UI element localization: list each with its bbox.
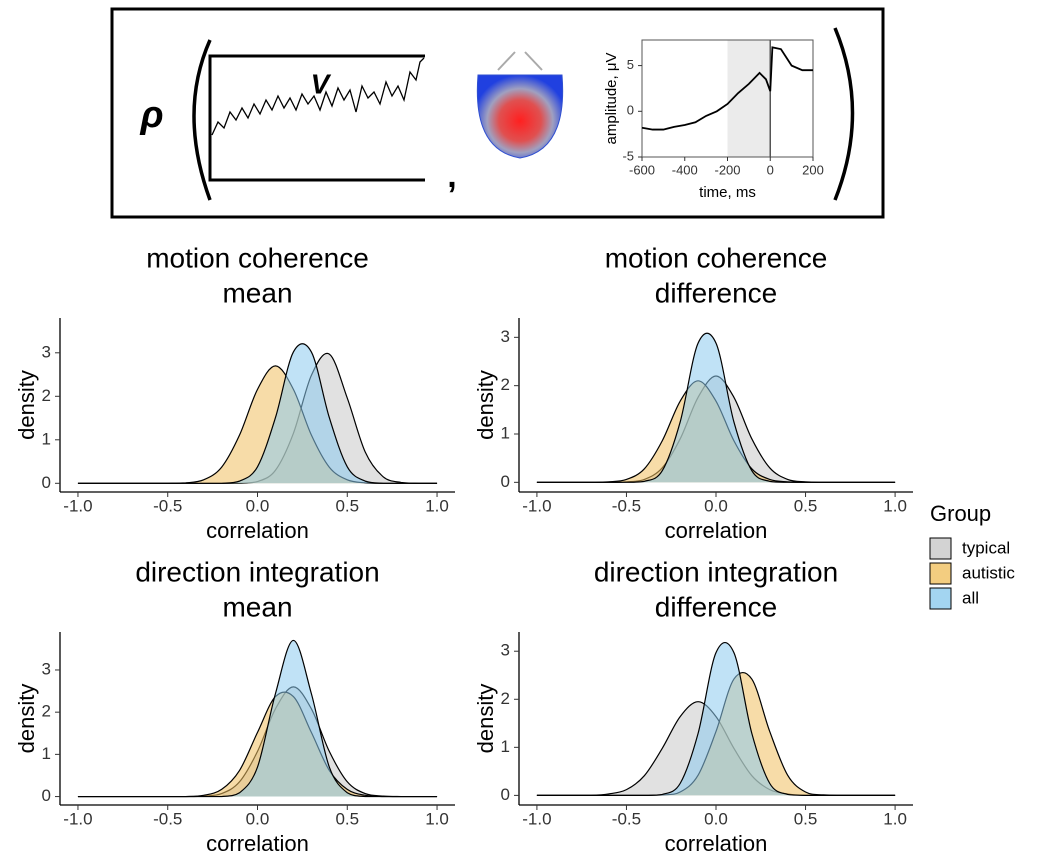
left-paren — [192, 39, 212, 201]
y-tick-label: 1 — [501, 423, 510, 442]
density-line — [77, 343, 438, 484]
signal-label: V — [311, 68, 332, 99]
x-tick-label: 0.5 — [335, 496, 359, 515]
x-tick-label: -0.5 — [612, 496, 641, 515]
x-tick-label: 0.0 — [246, 809, 270, 828]
x-tick-label: 0.5 — [794, 809, 818, 828]
y-tick-label: 5 — [627, 57, 634, 72]
legend-label: all — [962, 588, 979, 607]
chart-title: motion coherence — [146, 242, 369, 273]
density-area — [77, 640, 438, 797]
scalp-map — [476, 74, 564, 159]
y-tick-label: 1 — [42, 429, 51, 448]
rho-symbol: ρ — [139, 94, 163, 136]
y-axis-label: density — [14, 684, 39, 754]
x-tick-label: -1.0 — [522, 496, 551, 515]
x-tick-label: -1.0 — [522, 809, 551, 828]
head-marker — [497, 51, 516, 71]
density-area — [536, 333, 896, 483]
y-tick-label: 2 — [42, 702, 51, 721]
y-tick-label: 3 — [42, 342, 51, 361]
head-marker — [524, 51, 543, 71]
diagram-frame — [110, 7, 885, 219]
legend-swatch — [929, 562, 952, 585]
legend-label: typical — [962, 538, 1010, 557]
x-tick-label: 0.0 — [704, 809, 728, 828]
chart-title: direction integration — [594, 556, 838, 587]
density-area — [77, 353, 438, 484]
x-tick-label: 0.5 — [794, 496, 818, 515]
legend-swatch — [929, 587, 952, 610]
y-tick-label: 0 — [501, 785, 510, 804]
y-tick-label: 1 — [42, 744, 51, 763]
legend-title: Group — [930, 501, 991, 526]
y-tick-label: 0 — [627, 103, 634, 118]
y-tick-label: -5 — [622, 148, 634, 163]
separator: , — [447, 157, 456, 195]
y-tick-label: 2 — [501, 375, 510, 394]
x-tick-label: -0.5 — [612, 809, 641, 828]
x-tick-label: 200 — [802, 162, 824, 177]
density-line — [536, 332, 896, 483]
x-tick-label: 0 — [767, 162, 774, 177]
x-tick-label: -600 — [629, 162, 655, 177]
chart-title: mean — [222, 591, 292, 622]
y-tick-label: 0 — [42, 473, 51, 492]
chart-title: direction integration — [135, 556, 379, 587]
x-tick-label: 1.0 — [883, 496, 907, 515]
density-area — [77, 365, 438, 484]
x-axis-label: correlation — [665, 518, 768, 543]
y-tick-label: 0 — [42, 786, 51, 805]
y-tick-label: 2 — [501, 689, 510, 708]
x-tick-label: -1.0 — [63, 496, 92, 515]
density-line — [77, 639, 438, 798]
x-tick-label: 0.0 — [704, 496, 728, 515]
y-tick-label: 3 — [501, 641, 510, 660]
signal-frame — [208, 54, 425, 182]
y-axis-label: amplitude, μV — [603, 52, 620, 144]
x-tick-label: -200 — [714, 162, 740, 177]
x-tick-label: 0.0 — [246, 496, 270, 515]
x-axis-label: correlation — [206, 518, 309, 543]
signal-trace — [211, 57, 425, 136]
y-tick-label: 1 — [501, 737, 510, 756]
x-axis-label: time, ms — [699, 184, 756, 201]
x-tick-label: -0.5 — [153, 809, 182, 828]
y-tick-label: 3 — [501, 327, 510, 346]
chart-title: motion coherence — [605, 242, 828, 273]
y-axis-label: density — [14, 370, 39, 440]
x-axis-label: correlation — [665, 831, 768, 856]
x-tick-label: -400 — [672, 162, 698, 177]
x-axis-label: correlation — [206, 831, 309, 856]
erp-line — [641, 46, 813, 131]
density-area — [536, 642, 896, 796]
right-paren — [833, 27, 855, 201]
legend-label: autistic — [962, 563, 1015, 582]
x-tick-label: -1.0 — [63, 809, 92, 828]
y-tick-label: 0 — [501, 472, 510, 491]
shaded-range — [727, 40, 771, 157]
chart-title: difference — [655, 591, 777, 622]
density-area — [77, 692, 438, 797]
y-axis-label: density — [473, 370, 498, 440]
x-tick-label: 1.0 — [425, 496, 449, 515]
x-tick-label: 0.5 — [335, 809, 359, 828]
density-line — [536, 641, 896, 796]
chart-title: mean — [222, 277, 292, 308]
y-tick-label: 2 — [42, 386, 51, 405]
y-axis-label: density — [473, 684, 498, 754]
x-tick-label: -0.5 — [153, 496, 182, 515]
y-tick-label: 3 — [42, 659, 51, 678]
legend-swatch — [929, 537, 952, 560]
x-tick-label: 1.0 — [425, 809, 449, 828]
x-tick-label: 1.0 — [883, 809, 907, 828]
chart-title: difference — [655, 277, 777, 308]
